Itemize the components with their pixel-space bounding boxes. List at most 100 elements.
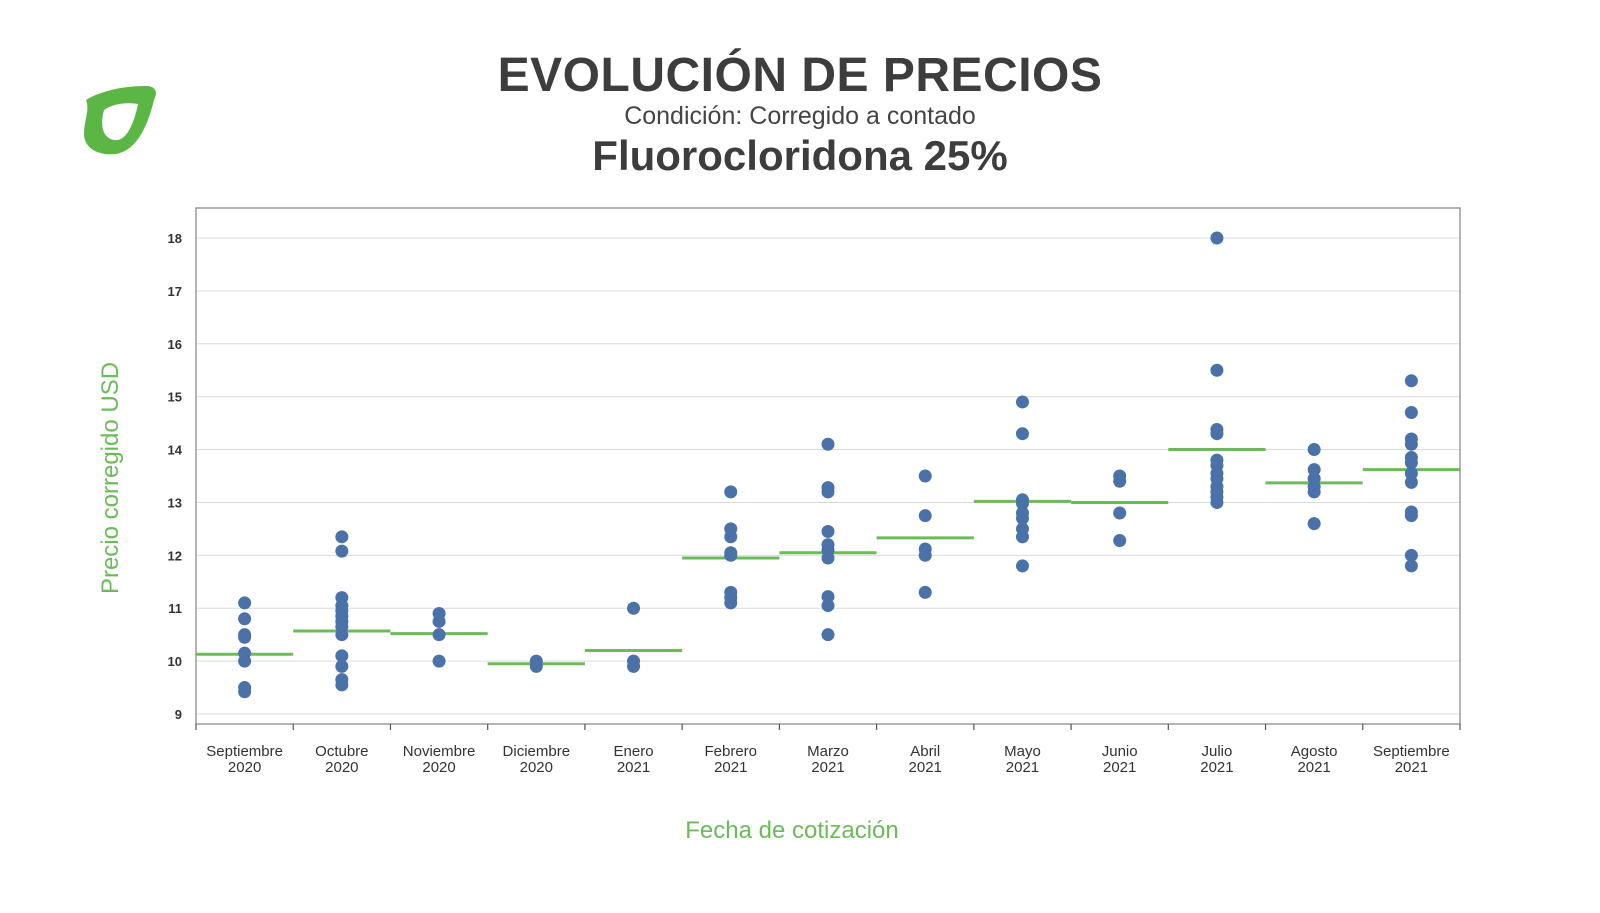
data-point — [1113, 506, 1127, 520]
y-tick-label: 9 — [175, 707, 182, 722]
data-point — [335, 530, 349, 544]
y-tick-label: 15 — [168, 390, 182, 405]
y-tick-label: 13 — [168, 495, 182, 510]
x-tick-label: 2021 — [811, 759, 844, 776]
data-point — [1015, 497, 1029, 511]
y-axis-ticks: 9 10 11 12 13 14 15 16 17 18 — [168, 231, 183, 722]
data-point — [1015, 559, 1029, 573]
data-point — [724, 596, 738, 610]
y-axis-label: Precio corregido USD — [97, 362, 124, 594]
data-point — [335, 544, 349, 558]
data-point — [1404, 548, 1418, 562]
product-name: Fluorocloridona 25% — [592, 132, 1008, 179]
data-point — [238, 685, 252, 699]
x-tick-label: 2020 — [228, 759, 261, 776]
x-axis-ticks: Septiembre2020Octubre2020Noviembre2020Di… — [195, 724, 1461, 776]
data-point — [918, 585, 932, 599]
data-point — [1307, 485, 1321, 499]
data-point — [724, 548, 738, 562]
data-point — [1307, 517, 1321, 531]
x-axis-label: Fecha de cotización — [685, 817, 898, 844]
y-tick-label: 18 — [168, 231, 182, 246]
chart-subtitle: Condición: Corregido a contado — [624, 102, 976, 130]
y-tick-label: 10 — [168, 654, 182, 669]
data-point — [821, 437, 835, 451]
data-point — [1210, 495, 1224, 509]
x-tick-label: 2021 — [1297, 759, 1330, 776]
data-point — [821, 599, 835, 613]
data-point — [432, 614, 446, 628]
page-title: EVOLUCIÓN DE PRECIOS — [497, 49, 1103, 102]
x-tick-label: 2021 — [617, 759, 650, 776]
data-point — [1113, 534, 1127, 548]
data-point — [1404, 406, 1418, 420]
data-point — [918, 509, 932, 523]
x-tick-label: 2020 — [422, 759, 455, 776]
x-tick-label: 2021 — [909, 759, 942, 776]
data-point — [1404, 456, 1418, 470]
data-point — [1404, 374, 1418, 388]
data-point — [1015, 395, 1029, 409]
data-points — [238, 231, 1418, 699]
data-point — [238, 654, 252, 668]
data-point — [724, 530, 738, 544]
x-tick-label: 2021 — [714, 759, 747, 776]
x-tick-label: 2021 — [1200, 759, 1233, 776]
data-point — [1404, 475, 1418, 489]
leaf-logo-icon — [84, 86, 156, 155]
x-tick-label: Agosto — [1291, 743, 1338, 760]
data-point — [1015, 427, 1029, 441]
x-tick-label: Febrero — [705, 743, 758, 760]
x-tick-label: Septiembre — [206, 743, 283, 760]
data-point — [724, 485, 738, 499]
data-point — [821, 551, 835, 565]
x-tick-label: Junio — [1102, 743, 1138, 760]
data-point — [1307, 443, 1321, 457]
data-point — [238, 596, 252, 610]
data-point — [335, 649, 349, 663]
y-tick-label: 14 — [168, 443, 183, 458]
data-point — [821, 590, 835, 604]
data-point — [821, 525, 835, 539]
x-tick-label: 2020 — [520, 759, 553, 776]
x-tick-label: Enero — [614, 743, 654, 760]
x-tick-label: Marzo — [807, 743, 849, 760]
data-point — [918, 548, 932, 562]
data-point — [1113, 474, 1127, 488]
x-tick-label: Abril — [910, 743, 940, 760]
data-point — [821, 485, 835, 499]
data-point — [1307, 463, 1321, 477]
data-point — [335, 678, 349, 692]
data-point — [1404, 509, 1418, 523]
data-point — [335, 628, 349, 642]
y-tick-label: 12 — [168, 548, 182, 563]
x-tick-label: 2021 — [1103, 759, 1136, 776]
data-point — [627, 659, 641, 673]
data-point — [627, 601, 641, 615]
grid-lines — [196, 237, 1460, 715]
y-tick-label: 16 — [168, 337, 182, 352]
data-point — [238, 630, 252, 644]
x-tick-label: Mayo — [1004, 743, 1041, 760]
x-tick-label: 2020 — [325, 759, 358, 776]
y-tick-label: 17 — [168, 284, 182, 299]
data-point — [1210, 231, 1224, 245]
x-tick-label: 2021 — [1395, 759, 1428, 776]
x-tick-label: Julio — [1201, 743, 1232, 760]
x-tick-label: Septiembre — [1373, 743, 1450, 760]
data-point — [1015, 530, 1029, 544]
data-point — [918, 469, 932, 483]
data-point — [1210, 427, 1224, 441]
x-tick-label: 2021 — [1006, 759, 1039, 776]
data-point — [1404, 466, 1418, 480]
data-point — [335, 659, 349, 673]
data-point — [432, 628, 446, 642]
data-point — [1404, 559, 1418, 573]
x-tick-label: Noviembre — [403, 743, 476, 760]
data-point — [1404, 437, 1418, 451]
data-point — [1210, 363, 1224, 377]
data-point — [1015, 511, 1029, 525]
data-point — [432, 654, 446, 668]
data-point — [238, 612, 252, 626]
